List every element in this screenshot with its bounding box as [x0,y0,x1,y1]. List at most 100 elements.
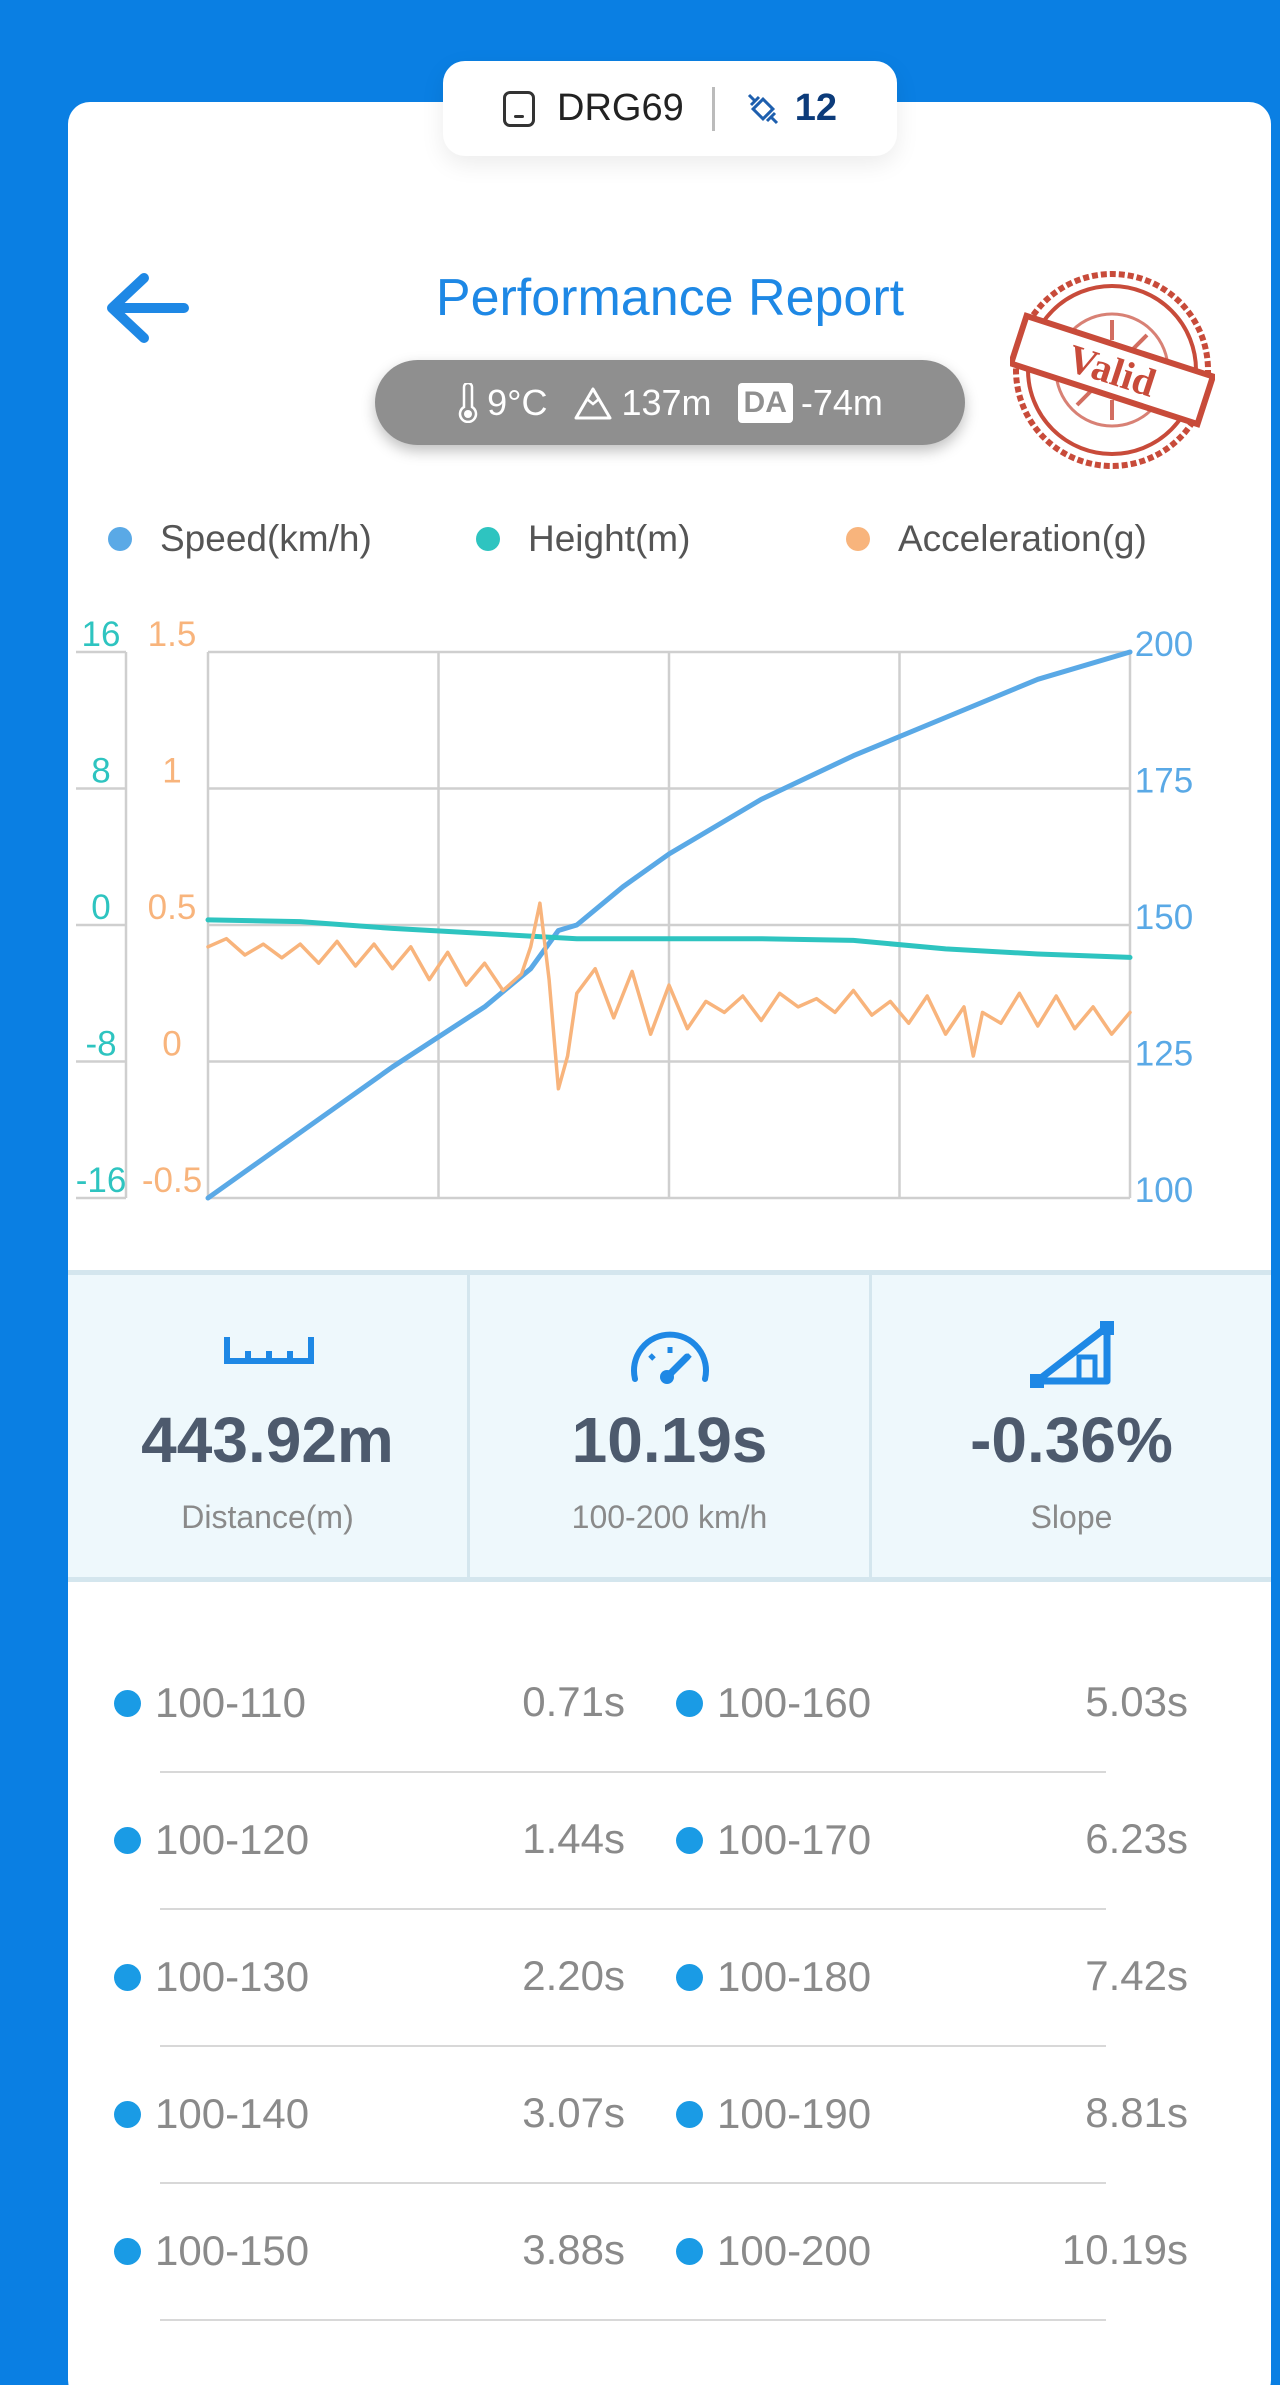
stat-value: -0.36% [970,1404,1173,1476]
split-time: 8.81s [1085,2089,1188,2136]
split-dot [114,2100,141,2128]
split-label: 100-160 [717,1679,872,1726]
split-row: 100-130 2.20s 100-180 7.42s [68,1912,1271,2049]
split-times-list: 100-110 0.71s 100-160 5.03s 100-120 1.44… [68,1638,1271,2323]
valid-stamp: Valid [1010,271,1215,469]
split-item: 100-190 [676,2089,871,2139]
split-item: 100-130 [114,1952,309,2002]
split-item: 100-200 [676,2226,871,2276]
conditions-pill: 9°C 137m DA -74m [375,360,965,445]
legend-label: Acceleration(g) [898,518,1147,559]
stat-value: 10.19s [571,1404,768,1476]
stat-distance: 443.92m Distance(m) [68,1275,467,1577]
stat-slope: -0.36% Slope [869,1275,1271,1577]
split-time: 1.44s [522,1815,625,1862]
tick-label-speed: 150 [1135,898,1193,937]
split-time: 6.23s [1085,1815,1188,1862]
split-dot [676,1963,703,1991]
split-item: 100-180 [676,1952,871,2002]
split-time: 5.03s [1085,1678,1188,1725]
stat-label: Distance(m) [181,1499,354,1535]
height-line [205,917,1133,960]
split-label: 100-130 [155,1953,310,2000]
tick-label-height: -8 [85,1025,116,1064]
satellite-count: 12 [794,87,837,129]
divider [160,2045,1106,2047]
speed-line [205,649,1133,1201]
legend-label: Height(m) [528,518,691,559]
density-altitude: DA -74m [737,381,883,424]
altitude: 137m [573,381,712,424]
tick-label-acceleration: 0 [162,1025,181,1064]
mountain-icon [574,387,612,419]
legend-label: Speed(km/h) [160,518,372,559]
split-item: 100-160 [676,1678,871,1728]
slope-icon [1029,1321,1114,1388]
arrow-left-icon[interactable] [100,268,190,348]
split-item: 100-150 [114,2226,309,2276]
split-item: 100-170 [676,1815,871,1865]
tick-label-height: 16 [82,615,121,654]
split-row: 100-110 0.71s 100-160 5.03s [68,1638,1271,1775]
tick-label-acceleration: 1.5 [148,615,197,654]
tick-label-height: 0 [91,888,110,927]
split-dot [114,1689,141,1717]
legend-item-height[interactable]: Height(m) [476,518,690,560]
chart-legend: Speed(km/h) Height(m) Acceleration(g) [108,518,1228,564]
divider [160,2319,1106,2321]
divider [711,86,715,131]
tick-label-acceleration: -0.5 [142,1161,202,1200]
split-time: 0.71s [522,1678,625,1725]
divider [160,1908,1106,1910]
altitude-value: 137m [621,381,712,423]
divider [160,2182,1106,2184]
split-dot [676,2100,703,2128]
stat-value: 443.92m [141,1404,394,1476]
split-time: 7.42s [1085,1952,1188,1999]
tick-label-acceleration: 1 [162,752,181,791]
device-name: DRG69 [557,87,684,129]
split-row: 100-140 3.07s 100-190 8.81s [68,2049,1271,2186]
split-row: 100-150 3.88s 100-200 10.19s [68,2186,1271,2323]
legend-dot [108,527,132,551]
split-dot [114,1826,141,1854]
split-time: 3.07s [522,2089,625,2136]
split-time: 2.20s [522,1952,625,1999]
tick-label-acceleration: 0.5 [148,888,197,927]
temperature: 9°C [457,382,547,424]
split-label: 100-140 [155,2090,310,2137]
split-label: 100-200 [717,2227,872,2274]
speedometer-icon [630,1331,709,1384]
page-title: Performance Report [435,269,905,327]
split-label: 100-120 [155,1816,310,1863]
tick-label-speed: 200 [1135,625,1193,664]
split-label: 100-190 [717,2090,872,2137]
legend-item-acceleration[interactable]: Acceleration(g) [846,518,1147,560]
split-label: 100-180 [717,1953,872,2000]
split-time: 3.88s [522,2226,625,2273]
ruler-icon [223,1337,314,1364]
split-dot [114,2237,141,2265]
split-time: 10.19s [1061,2226,1188,2273]
split-item: 100-120 [114,1815,309,1865]
legend-item-speed[interactable]: Speed(km/h) [108,518,372,560]
stat-time: 10.19s 100-200 km/h [467,1275,869,1577]
split-dot [114,1963,141,1991]
legend-dot [846,527,870,551]
tick-label-speed: 125 [1135,1035,1193,1074]
legend-dot [476,527,500,551]
stats-panel: 443.92m Distance(m) 10.19s 100-200 km/h … [68,1270,1271,1582]
tick-label-speed: 175 [1135,762,1193,801]
split-dot [676,1689,703,1717]
tick-label-height: 8 [91,752,110,791]
device-pill[interactable]: DRG69 12 [443,61,897,156]
phone-icon [503,90,535,127]
density-altitude-value: -74m [800,381,883,423]
split-label: 100-150 [155,2227,310,2274]
performance-chart: 16 8 0 -8 -16 1.5 1 0.5 0 -0.5 200 175 150 125 100 [76,615,1194,1210]
divider [160,1771,1106,1773]
temperature-value: 9°C [487,381,548,423]
tick-label-height: -16 [76,1161,127,1200]
split-label: 100-170 [717,1816,872,1863]
stat-label: Slope [1030,1499,1113,1535]
